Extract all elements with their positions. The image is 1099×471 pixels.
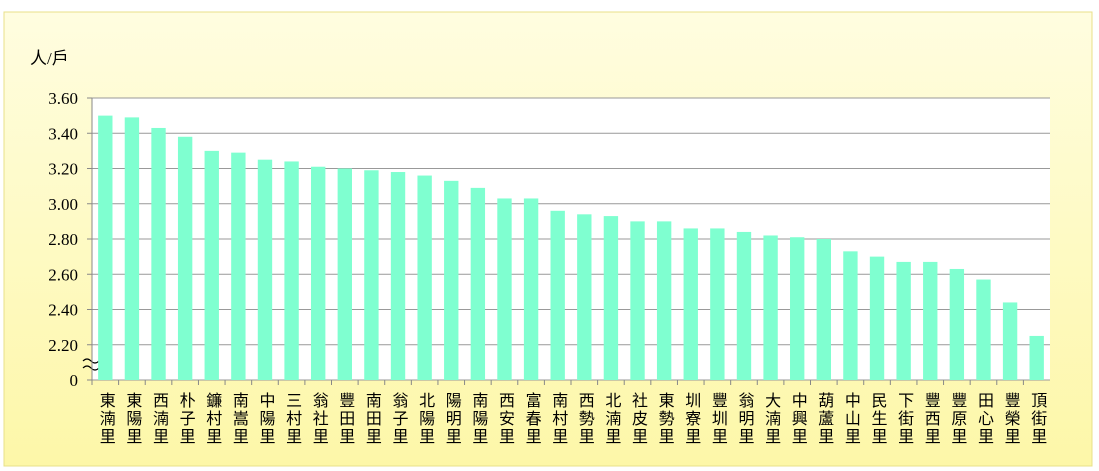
bar: [177, 136, 193, 380]
x-tick-label: 圳寮里: [682, 392, 701, 446]
x-tick-label: 豐田里: [336, 392, 355, 446]
bar: [603, 216, 619, 380]
bar: [656, 221, 672, 380]
bar: [257, 159, 273, 380]
bar: [630, 221, 645, 380]
bar: [497, 198, 512, 380]
bar: [337, 168, 352, 380]
bar: [204, 150, 219, 380]
x-tick-label: 南村里: [549, 392, 568, 446]
x-tick-label: 頂街里: [1028, 392, 1047, 446]
y-tick-label: 3.40: [48, 124, 78, 143]
y-tick-label: 3.60: [48, 89, 78, 108]
bar: [151, 127, 166, 381]
y-tick-label: 2.20: [48, 336, 78, 355]
x-tick-label: 大湳里: [762, 392, 781, 446]
x-tick-label: 東湳里: [97, 392, 116, 446]
y-tick-label: 3.20: [48, 160, 78, 179]
bar: [710, 228, 725, 380]
bar: [736, 231, 752, 380]
x-tick-label: 三村里: [283, 392, 302, 446]
bar: [976, 279, 991, 380]
bar: [550, 210, 565, 380]
bar: [577, 214, 592, 380]
x-tick-label: 南陽里: [469, 392, 488, 446]
x-tick-label: 北陽里: [416, 392, 435, 446]
x-tick-label: 中山里: [842, 392, 861, 446]
x-tick-label: 翁社里: [310, 392, 329, 446]
bar: [816, 239, 831, 380]
bar: [390, 172, 406, 380]
bar: [1029, 335, 1044, 380]
x-tick-label: 南嵩里: [230, 392, 249, 446]
y-tick-label: 2.60: [48, 265, 78, 284]
x-tick-label: 北湳里: [602, 392, 621, 446]
bar: [417, 175, 432, 380]
bar: [364, 170, 379, 380]
bar: [896, 261, 911, 380]
y-tick-label: 2.80: [48, 230, 78, 249]
y-tick-label: 3.00: [48, 195, 78, 214]
x-tick-label: 翁明里: [735, 392, 754, 446]
bar: [763, 235, 778, 380]
bar: [683, 228, 698, 380]
bar: [311, 166, 326, 380]
x-tick-label: 中陽里: [256, 392, 275, 446]
x-tick-label: 朴子里: [177, 392, 196, 446]
bar: [124, 117, 140, 380]
bar: [949, 268, 965, 380]
bar: [923, 261, 938, 380]
x-tick-label: 翁子里: [390, 392, 409, 446]
x-tick-label: 西安里: [496, 392, 515, 446]
bar: [444, 180, 459, 380]
x-tick-label: 葫蘆里: [815, 392, 834, 446]
x-tick-label: 豐西里: [922, 392, 941, 446]
x-tick-label: 西湳里: [150, 392, 169, 446]
x-tick-label: 西勢里: [576, 392, 595, 446]
bar: [869, 256, 885, 380]
x-tick-label: 豐榮里: [1002, 392, 1021, 446]
y-axis-label: 人/戶: [30, 49, 69, 68]
bar: [1002, 302, 1018, 380]
x-tick-label: 東陽里: [123, 392, 142, 446]
x-tick-label: 中興里: [789, 392, 808, 446]
bar: [843, 251, 858, 380]
x-tick-label: 東勢里: [656, 392, 675, 446]
bar: [231, 152, 246, 380]
y-tick-label: 2.40: [48, 301, 78, 320]
x-tick-label: 社皮里: [629, 392, 648, 446]
x-tick-label: 南田里: [363, 392, 382, 446]
x-tick-label: 陽明里: [443, 392, 462, 446]
bar: [470, 187, 486, 380]
x-tick-label: 下街里: [895, 392, 914, 446]
x-tick-label: 民生里: [869, 392, 888, 446]
bar: [523, 198, 539, 380]
x-tick-label: 富春里: [523, 392, 542, 446]
x-tick-label: 田心里: [975, 392, 994, 446]
x-tick-label: 鐮村里: [203, 392, 222, 446]
x-tick-label: 豐原里: [948, 392, 967, 446]
bar: [790, 237, 805, 380]
y-tick-label: 0: [70, 371, 79, 390]
axis-break: [82, 358, 100, 371]
x-tick-label: 豐圳里: [709, 392, 728, 446]
bar: [284, 161, 299, 380]
bar: [98, 115, 113, 380]
